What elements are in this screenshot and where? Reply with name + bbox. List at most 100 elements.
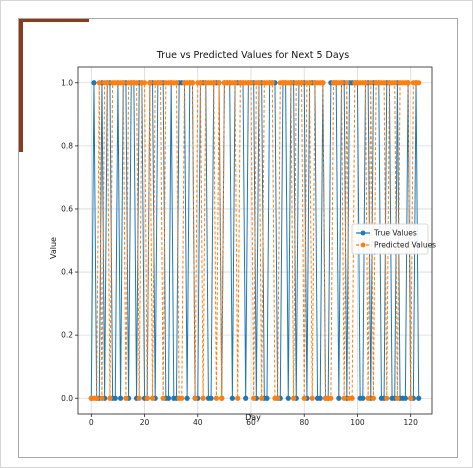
data-point [301,395,307,401]
data-point [405,80,411,86]
legend-label: Predicted Values [374,241,436,250]
legend: True Values Predicted Values [351,223,436,255]
data-point [243,395,249,401]
y-tick-label: 0.6 [61,205,73,214]
data-point [381,80,387,86]
data-point [408,395,414,401]
data-point [416,80,422,86]
x-tick-label: 20 [140,418,150,427]
data-point [200,395,206,401]
data-point [306,80,313,86]
data-point [368,80,374,86]
data-point [120,80,126,86]
data-point [229,395,235,401]
data-point [123,395,129,401]
data-point [232,80,238,86]
series-line [91,82,419,399]
data-point [288,80,294,86]
data-point [99,395,105,401]
data-point [259,395,265,401]
data-point [136,395,142,401]
data-point [290,395,297,401]
data-point [338,80,345,86]
series-1 [88,80,422,401]
data-point [256,80,262,86]
legend-swatch-marker [360,230,366,236]
accent-bar [19,19,23,152]
data-point [211,80,217,86]
data-point [160,395,166,401]
data-point [141,80,148,86]
data-point [416,395,422,401]
data-point [104,80,110,86]
data-point [370,395,377,401]
data-point [94,395,100,401]
data-point [341,395,347,401]
x-tick-label: 120 [404,418,419,427]
data-point [384,395,390,401]
x-tick-label: 100 [350,418,365,427]
y-tick-label: 0.2 [61,331,73,340]
data-point [208,395,214,401]
data-point [117,395,124,401]
data-point [298,80,305,86]
data-point [189,80,196,86]
data-point [248,80,254,86]
data-point [112,395,118,401]
data-point [184,395,190,401]
x-tick-label: 80 [299,418,309,427]
data-point [197,80,204,86]
data-point [192,395,198,401]
data-point [107,395,113,401]
data-point [349,395,355,401]
data-point [96,80,102,86]
data-point [213,395,220,401]
chart-title: True vs Predicted Values for Next 5 Days [156,50,350,61]
data-point [320,80,326,86]
series-layer [88,80,422,401]
data-point [216,80,222,86]
legend-swatch-marker [360,242,366,248]
y-tick-label: 0.4 [61,268,73,277]
legend-label: True Values [373,229,417,238]
y-tick-label: 0.8 [61,141,73,150]
data-point [328,395,334,401]
legend-box [351,223,429,255]
data-point [147,80,153,86]
data-point [365,395,371,401]
data-point [309,395,315,401]
data-point [269,80,275,86]
data-point [362,80,369,86]
data-point [360,395,366,401]
y-axis-label: Value [49,237,58,259]
data-point [392,80,398,86]
data-point [336,395,342,401]
data-point [144,395,150,401]
data-point [165,395,172,401]
y-tick-label: 0.0 [61,394,73,403]
x-tick-label: 0 [89,418,94,427]
data-point [179,395,185,401]
data-point [251,395,257,401]
data-point [394,395,400,401]
plot-frame [77,66,433,415]
data-point [149,395,156,401]
data-point [133,80,140,86]
data-point [285,395,291,401]
data-point [317,395,323,401]
data-point [219,395,225,401]
data-point [173,80,180,86]
y-tick-label: 1.0 [61,78,73,87]
data-point [157,80,164,86]
data-point [264,395,270,401]
x-tick-label: 60 [246,418,256,427]
data-point [91,80,97,86]
accent-bar-top [19,19,89,22]
data-point [344,80,350,86]
data-point [235,395,241,401]
x-tick-label: 40 [193,418,203,427]
axes-layer: 0 20 40 60 80 100 120 0.0 0.2 0.4 0.6 0.8 1.0 [61,66,433,427]
x-axis-label: Day [245,413,261,422]
data-point [275,395,281,401]
